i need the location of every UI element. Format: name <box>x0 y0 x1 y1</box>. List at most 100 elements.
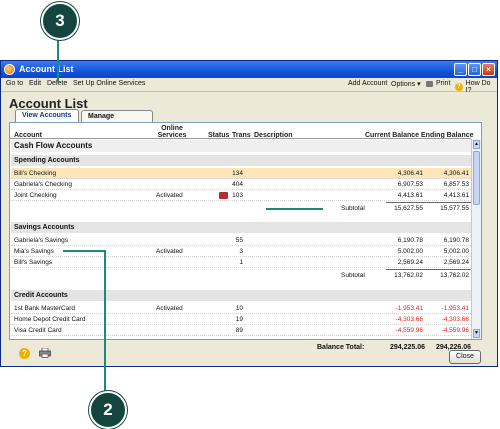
menu-add-account[interactable]: Add Account <box>348 80 388 87</box>
window-controls: _ □ × <box>454 63 495 76</box>
trans-count: 55 <box>235 237 243 244</box>
trans-count: 134 <box>232 170 243 177</box>
tab-view-accounts[interactable]: View Accounts <box>15 109 79 123</box>
scrollbar-thumb[interactable] <box>473 151 480 205</box>
account-name: Gabriela's Savings <box>14 237 68 244</box>
subtotal-label: Subtotal <box>341 205 365 212</box>
current-balance: 6,907.53 <box>397 181 423 188</box>
ending-balance: -4,303.66 <box>441 316 469 323</box>
ending-balance: -4,559.96 <box>441 327 469 334</box>
callout-line-3 <box>57 38 59 82</box>
current-balance: 4,306.41 <box>397 170 423 177</box>
ending-balance: 6,190.78 <box>443 237 469 244</box>
column-header-current-balance: Current Balance <box>365 132 420 139</box>
tab-manage-accounts[interactable]: Manage Accounts <box>81 110 153 132</box>
account-name: Bill's Checking <box>14 170 57 177</box>
ending-balance: -1,953.41 <box>441 305 469 312</box>
table-row[interactable]: 1st Bank MasterCard Activated 10 -1,953.… <box>11 303 471 314</box>
callout-line-2-horizontal <box>63 250 105 252</box>
how-do-i-label: How Do I? <box>465 80 491 94</box>
menu-goto[interactable]: Go to <box>6 80 24 87</box>
vertical-scrollbar[interactable]: ▲ ▼ <box>471 139 481 339</box>
help-icon[interactable]: ? <box>19 348 30 359</box>
header-divider <box>10 138 471 139</box>
menu-edit[interactable]: Edit <box>29 80 42 87</box>
column-header-ending-balance: Ending Balance <box>421 132 474 139</box>
ending-balance: 2,569.24 <box>443 259 469 266</box>
trans-count: 10 <box>235 305 243 312</box>
trans-count: 103 <box>232 192 243 199</box>
subtotal-label: Subtotal <box>341 272 365 279</box>
trans-count: 89 <box>235 327 243 334</box>
table-row[interactable]: Gabriela's Checking 404 6,907.53 6,857.5… <box>11 179 471 190</box>
current-balance: -4,559.96 <box>395 327 423 334</box>
column-header-status: Status <box>208 132 230 139</box>
ending-balance: 6,857.53 <box>443 181 469 188</box>
maximize-button[interactable]: □ <box>468 63 481 76</box>
account-name: Gabriela's Checking <box>14 181 72 188</box>
account-list-window: Account List _ □ × Go to Edit Delete Set… <box>0 60 498 367</box>
subtotal-rule <box>386 202 472 203</box>
scroll-down-icon[interactable]: ▼ <box>473 329 480 338</box>
scroll-up-icon[interactable]: ▲ <box>473 140 480 149</box>
account-name: Bill's Savings <box>14 259 53 266</box>
account-name: Visa Credit Card <box>14 327 62 334</box>
flag-icon <box>219 192 228 199</box>
current-balance: 2,569.24 <box>397 259 423 266</box>
table-row[interactable]: Gabriela's Savings 55 6,190.78 6,190.78 <box>11 235 471 246</box>
table-row[interactable]: Joint Checking Activated 103 4,413.61 4,… <box>11 190 471 201</box>
menu-options[interactable]: Options ▾ <box>391 80 421 88</box>
column-header-description: Description <box>254 132 293 139</box>
subtotal-rule <box>386 269 472 270</box>
balance-total-ending: 294,226.06 <box>435 344 471 351</box>
section-savings-accounts: Savings Accounts <box>11 222 471 233</box>
title-bar[interactable]: Account List _ □ × <box>1 61 497 78</box>
account-name: Home Depot Credit Card <box>14 316 86 323</box>
menu-print[interactable]: Print <box>426 80 450 87</box>
balance-total-current: 294,225.06 <box>389 344 425 351</box>
options-label: Options <box>391 81 416 88</box>
column-header-account: Account <box>14 132 42 139</box>
subtotal-ending: 15,577.55 <box>440 205 469 212</box>
accounts-table: Account Online Services Status Trans Des… <box>9 122 482 340</box>
printer-icon <box>426 80 433 87</box>
menu-delete[interactable]: Delete <box>47 80 68 87</box>
online-services: Activated <box>156 305 183 312</box>
menu-how-do-i[interactable]: ? How Do I? <box>455 80 497 94</box>
section-spending-accounts: Spending Accounts <box>11 155 471 166</box>
table-row[interactable]: Bill's Checking 134 4,306.41 4,306.41 <box>11 168 471 179</box>
close-button[interactable]: Close <box>449 350 481 364</box>
close-window-button[interactable]: × <box>482 63 495 76</box>
current-balance: 6,190.78 <box>397 237 423 244</box>
subtotal-ending: 13,762.02 <box>440 272 469 279</box>
table-row[interactable]: Home Depot Credit Card 19 -4,303.66 -4,3… <box>11 314 471 325</box>
table-row[interactable]: Bill's Savings 1 2,569.24 2,569.24 <box>11 257 471 268</box>
trans-count: 1 <box>239 259 243 266</box>
trans-count: 19 <box>235 316 243 323</box>
help-icon: ? <box>455 83 463 91</box>
page-title: Account List <box>9 96 88 111</box>
current-balance: 4,413.61 <box>397 192 423 199</box>
menu-setup-online-services[interactable]: Set Up Online Services <box>73 80 146 87</box>
main-content: Account List View Accounts Manage Accoun… <box>5 92 493 364</box>
callout-line-subtotal <box>266 208 323 210</box>
trans-count: 404 <box>232 181 243 188</box>
ending-balance: 4,306.41 <box>443 170 469 177</box>
section-cash-flow: Cash Flow Accounts <box>11 140 471 152</box>
account-name: Joint Checking <box>14 192 57 199</box>
column-header-online-services: Online Services <box>157 125 187 139</box>
callout-badge-3: 3 <box>41 2 79 40</box>
online-services: Activated <box>156 248 183 255</box>
ending-balance: 5,002.00 <box>443 248 469 255</box>
table-row[interactable]: Visa Credit Card 89 -4,559.96 -4,559.96 <box>11 325 471 336</box>
balance-total-label: Balance Total: <box>317 344 365 351</box>
printer-icon[interactable] <box>39 348 51 358</box>
subtotal-row: Subtotal 13,762.02 13,762.02 <box>11 270 471 281</box>
current-balance: -1,953.41 <box>395 305 423 312</box>
current-balance: 5,002.00 <box>397 248 423 255</box>
table-row[interactable]: Mia's Savings Activated 3 5,002.00 5,002… <box>11 246 471 257</box>
ending-balance: 4,413.61 <box>443 192 469 199</box>
online-services: Activated <box>156 192 183 199</box>
minimize-button[interactable]: _ <box>454 63 467 76</box>
chevron-down-icon: ▾ <box>417 81 421 88</box>
